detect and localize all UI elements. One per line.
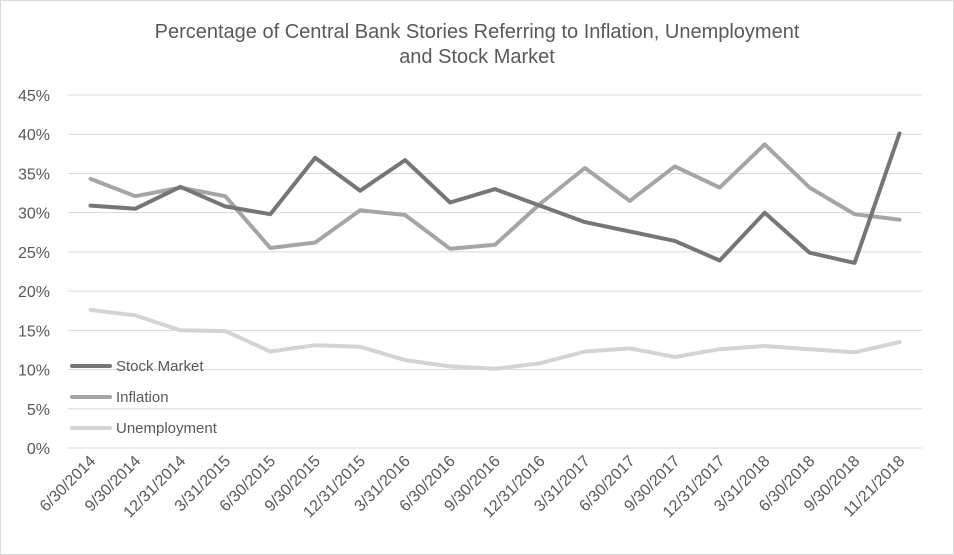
- x-axis-ticks: 6/30/20149/30/201412/31/20143/31/20156/3…: [37, 453, 908, 522]
- legend-label: Inflation: [116, 389, 169, 406]
- legend: Stock Market Inflation Unemployment: [70, 358, 218, 437]
- y-axis-ticks: 0% 5% 10% 15% 20% 25% 30% 35% 40% 45%: [18, 88, 50, 458]
- y-tick-label: 45%: [18, 88, 50, 105]
- legend-label: Stock Market: [116, 358, 204, 375]
- y-tick-label: 25%: [18, 245, 50, 262]
- y-tick-label: 10%: [18, 363, 50, 380]
- legend-label: Unemployment: [116, 420, 218, 437]
- chart-title-line-1: Percentage of Central Bank Stories Refer…: [155, 21, 800, 43]
- series-lines: [88, 131, 902, 371]
- chart-title-line-2: and Stock Market: [399, 46, 555, 68]
- series-line-stock-market: [88, 131, 902, 265]
- gridlines: [68, 94, 922, 449]
- y-tick-label: 5%: [27, 402, 50, 419]
- y-tick-label: 15%: [18, 323, 50, 340]
- y-tick-label: 0%: [27, 441, 50, 458]
- series-line-unemployment: [88, 307, 902, 371]
- series-line-inflation: [88, 142, 902, 251]
- y-tick-label: 35%: [18, 166, 50, 183]
- y-tick-label: 30%: [18, 206, 50, 223]
- y-tick-label: 40%: [18, 127, 50, 144]
- y-tick-label: 20%: [18, 284, 50, 301]
